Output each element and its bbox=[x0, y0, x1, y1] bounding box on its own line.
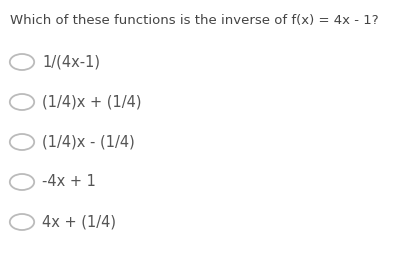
Text: 4x + (1/4): 4x + (1/4) bbox=[42, 214, 116, 230]
Text: Which of these functions is the inverse of f(x) = 4x - 1?: Which of these functions is the inverse … bbox=[10, 14, 378, 27]
Text: -4x + 1: -4x + 1 bbox=[42, 174, 96, 189]
Text: 1/(4x-1): 1/(4x-1) bbox=[42, 54, 100, 69]
Text: (1/4)x + (1/4): (1/4)x + (1/4) bbox=[42, 94, 141, 109]
Text: (1/4)x - (1/4): (1/4)x - (1/4) bbox=[42, 134, 135, 149]
